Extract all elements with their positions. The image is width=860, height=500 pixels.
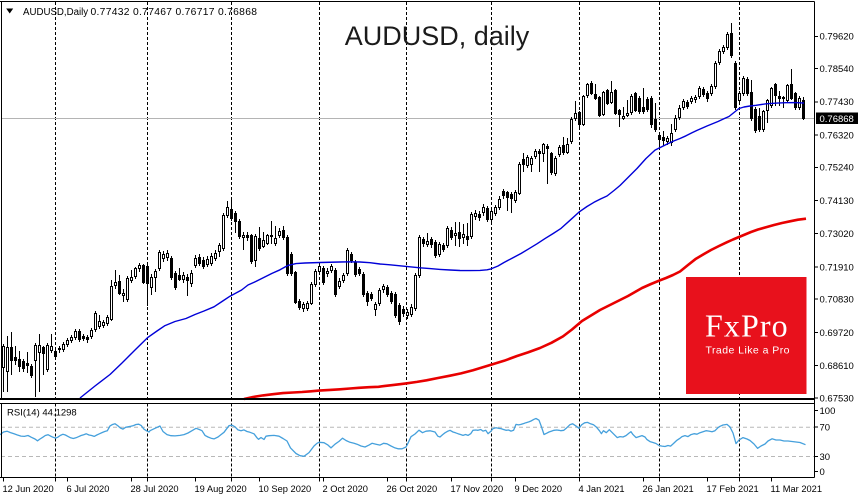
svg-text:10 Sep 2020: 10 Sep 2020 xyxy=(259,484,312,494)
svg-text:0.67530: 0.67530 xyxy=(820,393,854,404)
svg-text:17 Feb 2021: 17 Feb 2021 xyxy=(707,484,759,494)
svg-text:9 Dec 2020: 9 Dec 2020 xyxy=(515,484,563,494)
svg-text:RSI(14) 44.1298: RSI(14) 44.1298 xyxy=(7,408,77,419)
svg-text:0.68610: 0.68610 xyxy=(820,361,854,372)
svg-text:26 Jan 2021: 26 Jan 2021 xyxy=(643,484,694,494)
svg-text:17 Nov 2020: 17 Nov 2020 xyxy=(451,484,504,494)
svg-text:28 Jul 2020: 28 Jul 2020 xyxy=(131,484,179,494)
svg-text:Trade Like a Pro: Trade Like a Pro xyxy=(706,345,790,357)
svg-text:30: 30 xyxy=(820,452,831,463)
svg-text:0.70830: 0.70830 xyxy=(820,295,854,306)
svg-text:0.77430: 0.77430 xyxy=(820,97,854,108)
svg-text:100: 100 xyxy=(820,406,836,417)
svg-text:0.71910: 0.71910 xyxy=(820,262,854,273)
svg-text:0.77432 0.77467 0.76717 0.7686: 0.77432 0.77467 0.76717 0.76868 xyxy=(91,7,258,18)
svg-text:0.75240: 0.75240 xyxy=(820,163,854,174)
svg-text:0.69720: 0.69720 xyxy=(820,328,854,339)
svg-text:0.73020: 0.73020 xyxy=(820,229,854,240)
svg-text:AUDUSD,Daily: AUDUSD,Daily xyxy=(23,7,88,18)
svg-text:19 Aug 2020: 19 Aug 2020 xyxy=(195,484,247,494)
svg-text:26 Oct 2020: 26 Oct 2020 xyxy=(387,484,438,494)
svg-text:12 Jun 2020: 12 Jun 2020 xyxy=(3,484,54,494)
svg-text:0.76868: 0.76868 xyxy=(820,114,854,125)
svg-text:0.78540: 0.78540 xyxy=(820,64,854,75)
svg-text:6 Jul 2020: 6 Jul 2020 xyxy=(67,484,110,494)
svg-text:0.79620: 0.79620 xyxy=(820,32,854,43)
svg-text:FxPro: FxPro xyxy=(705,308,789,344)
svg-text:AUDUSD, daily: AUDUSD, daily xyxy=(345,21,530,51)
svg-text:0: 0 xyxy=(820,467,825,478)
svg-text:70: 70 xyxy=(820,423,831,434)
svg-text:11 Mar 2021: 11 Mar 2021 xyxy=(771,484,823,494)
svg-text:4 Jan 2021: 4 Jan 2021 xyxy=(579,484,625,494)
svg-text:0.74130: 0.74130 xyxy=(820,196,854,207)
svg-text:2 Oct 2020: 2 Oct 2020 xyxy=(323,484,368,494)
svg-text:0.76320: 0.76320 xyxy=(820,130,854,141)
